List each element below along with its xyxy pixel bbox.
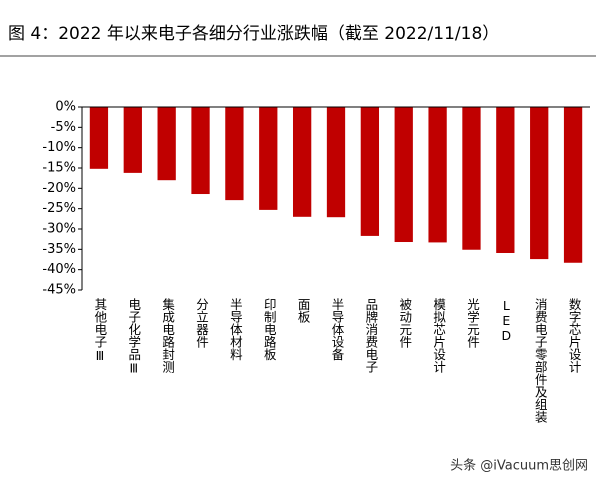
y-tick-label: -45% (42, 283, 76, 298)
x-tick-label: 半导体设备 (330, 298, 345, 361)
bar (326, 107, 346, 218)
x-tick-label: 半导体材料 (228, 298, 243, 361)
x-tick-label: 电子化学品Ⅲ (126, 298, 141, 376)
bar (225, 107, 244, 201)
x-tick-label: 品牌消费电子 (363, 298, 378, 373)
y-tick-label: -15% (42, 161, 76, 176)
x-tick-label: 分立器件 (194, 298, 209, 348)
x-tick-label: 印制电路板 (262, 298, 277, 361)
bar (530, 107, 549, 260)
bar (360, 107, 380, 236)
x-tick-label: 数字芯片设计 (567, 297, 582, 373)
bar (462, 107, 481, 250)
y-tick-label: -10% (42, 140, 76, 155)
y-tick-label: -5% (51, 120, 76, 135)
bar (394, 107, 413, 243)
watermark: 头条 @iVacuum思创网 (450, 458, 588, 474)
bar (259, 107, 278, 210)
bar (157, 107, 176, 181)
x-tick-label: LED (499, 298, 514, 343)
bar (563, 107, 583, 263)
y-tick-label: -35% (42, 242, 76, 257)
y-tick-label: -40% (42, 262, 76, 277)
y-tick-label: 0% (55, 100, 76, 115)
y-tick-label: -25% (42, 201, 76, 216)
x-tick-label: 集成电路封测 (160, 297, 175, 374)
bar (292, 107, 312, 217)
bar (123, 107, 142, 173)
y-tick-label: -20% (42, 181, 76, 196)
bar (496, 107, 515, 253)
x-tick-label: 模拟芯片设计 (431, 298, 446, 373)
x-tick-label: 消费电子零部件及组装 (533, 298, 548, 424)
x-tick-label: 其他电子Ⅲ (92, 298, 107, 363)
chart-title: 图 4：2022 年以来电子各细分行业涨跌幅（截至 2022/11/18） (8, 24, 499, 44)
x-tick-label: 被动元件 (397, 298, 412, 348)
y-tick-label: -30% (42, 222, 76, 237)
bar (428, 107, 447, 243)
x-tick-label: 面板 (296, 298, 311, 324)
x-tick-label: 光学元件 (465, 298, 480, 348)
bar (89, 107, 109, 169)
bar (191, 107, 210, 195)
